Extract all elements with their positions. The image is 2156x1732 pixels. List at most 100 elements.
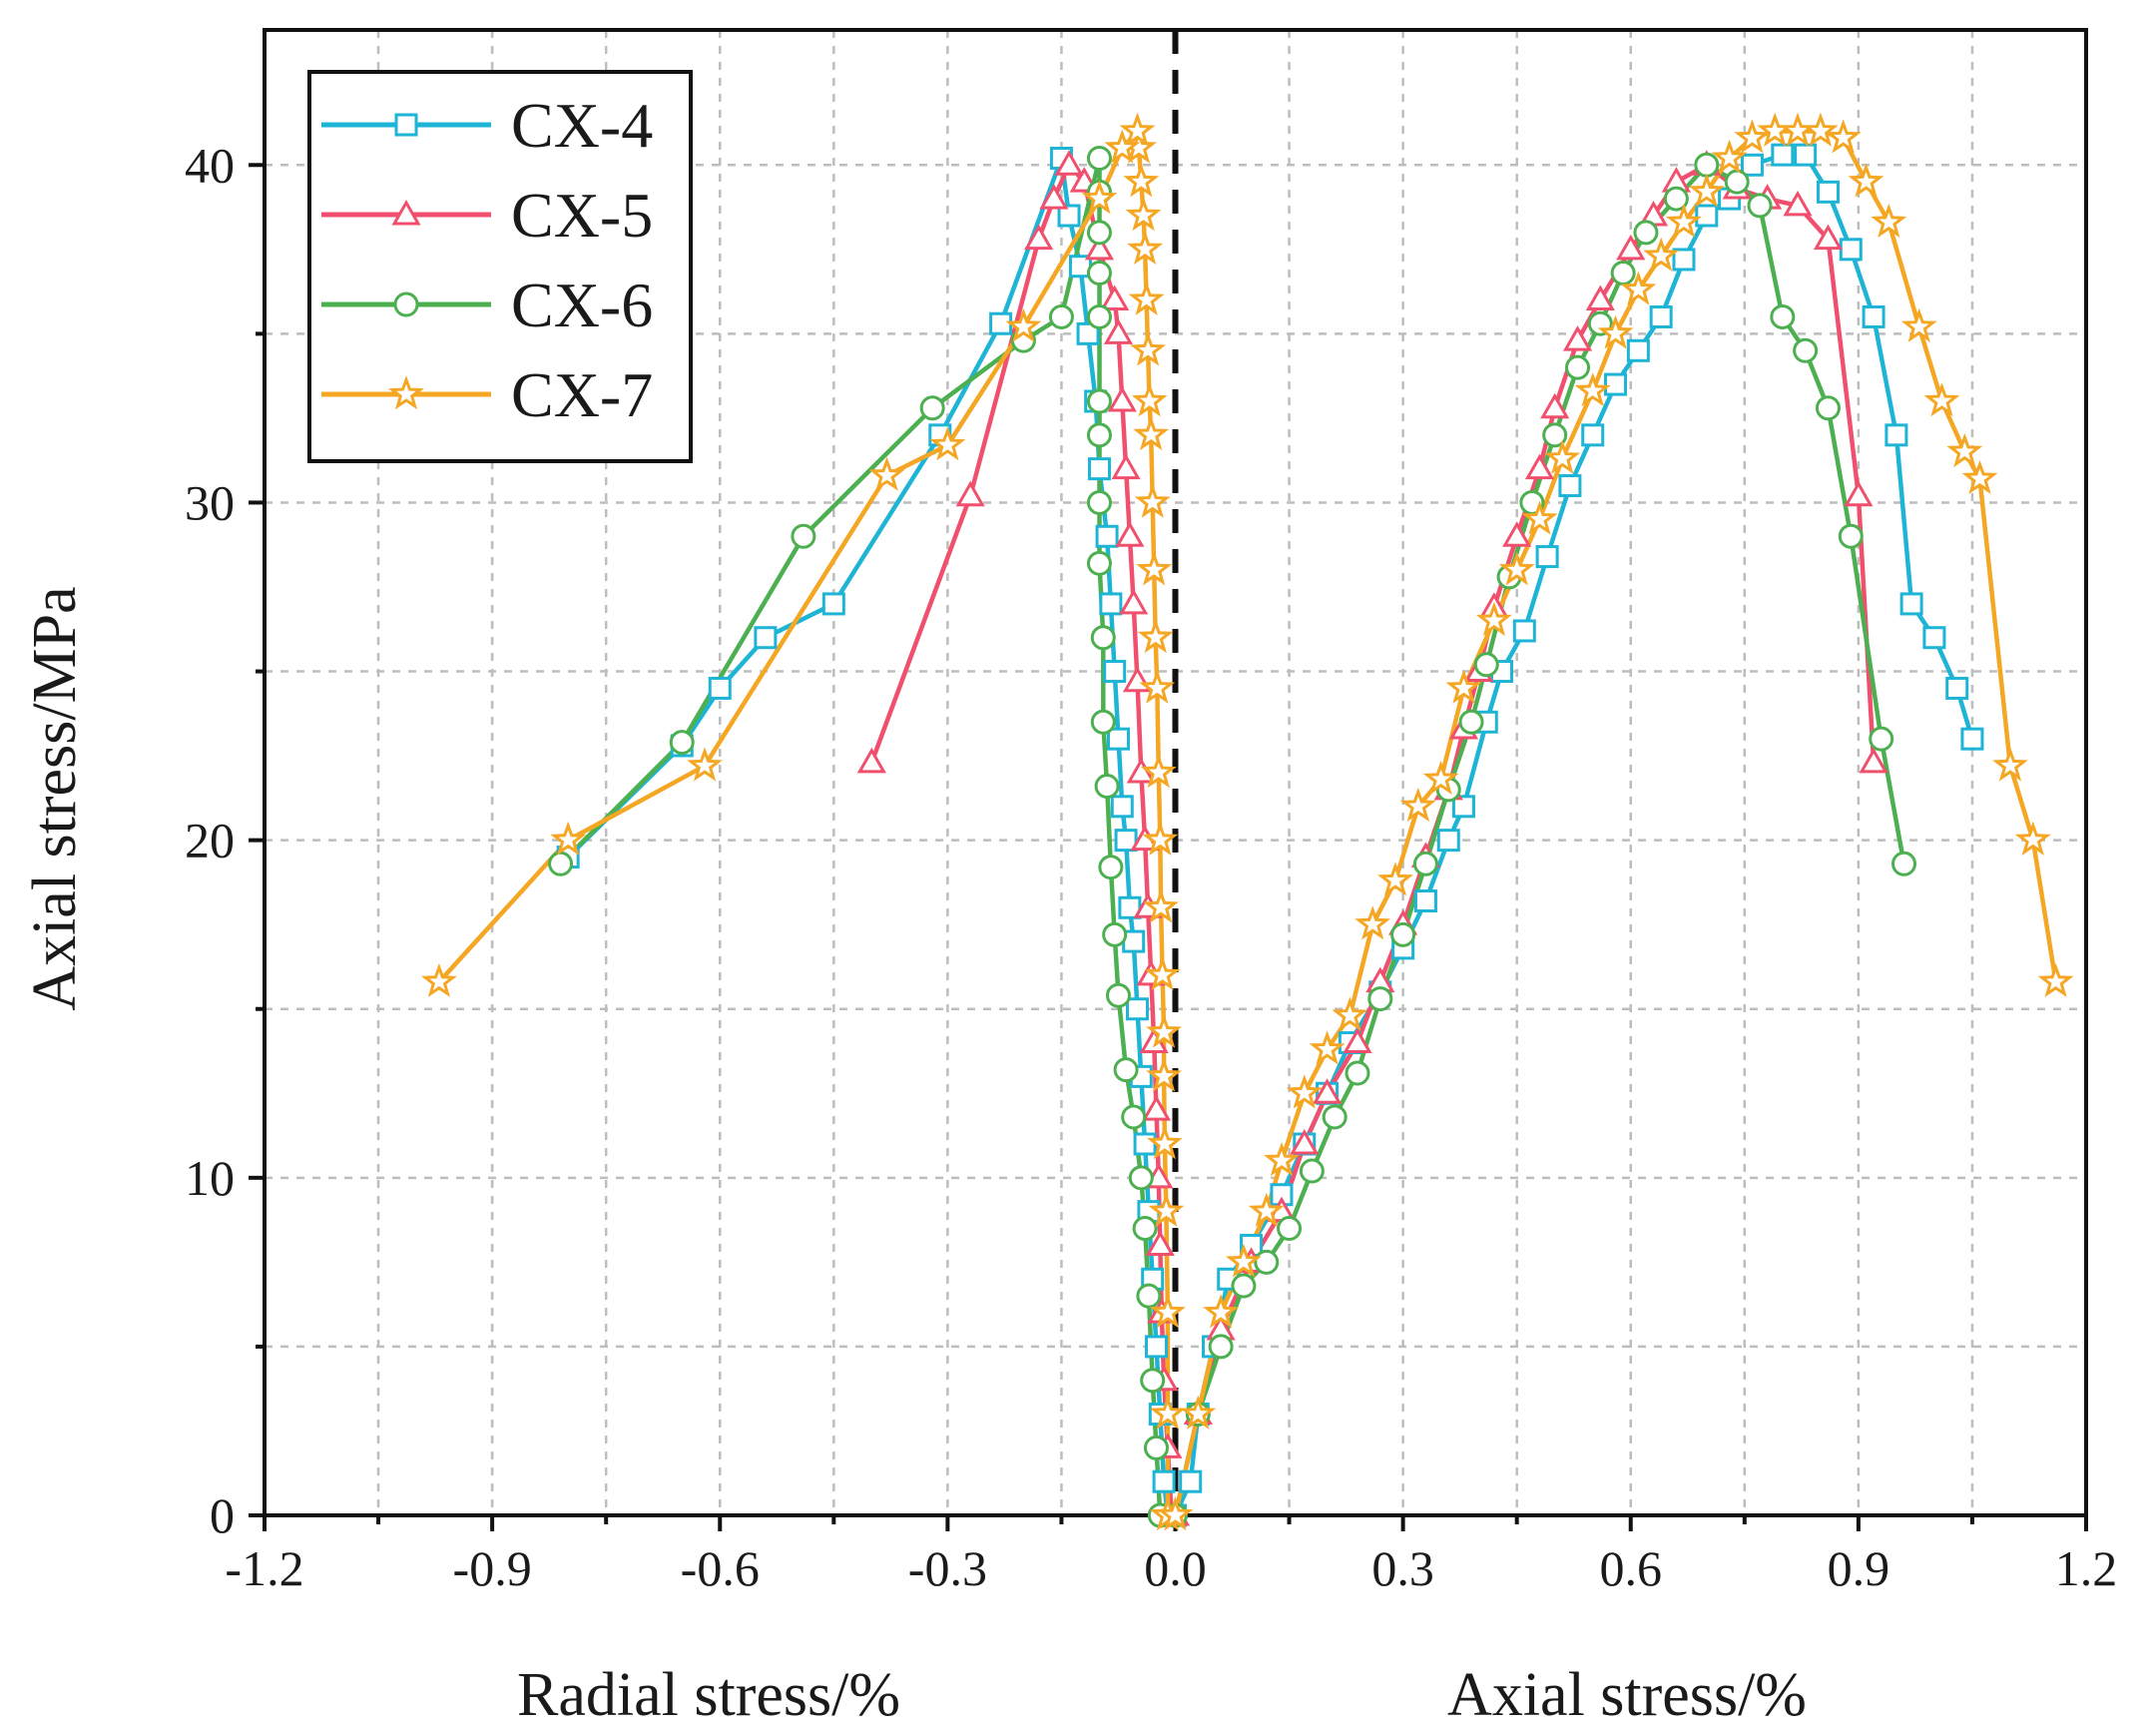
data-point-cx-7 — [1130, 331, 1167, 366]
data-point-cx-5 — [1312, 1078, 1343, 1104]
data-point-cx-7 — [1923, 382, 1960, 417]
data-point-cx-7 — [1757, 112, 1794, 147]
x-tick-label: 0.0 — [1144, 1540, 1207, 1596]
data-point-cx-5 — [1115, 521, 1145, 547]
x-tick-label: 0.6 — [1600, 1540, 1663, 1596]
data-point-cx-7 — [1802, 112, 1839, 147]
data-point-cx-4 — [1125, 997, 1149, 1021]
data-point-cx-7 — [1142, 821, 1179, 856]
data-point-cx-6 — [1086, 303, 1112, 329]
data-point-cx-6 — [1086, 146, 1112, 172]
data-point-cx-5 — [856, 747, 886, 774]
data-point-cx-6 — [1140, 1368, 1166, 1394]
data-point-cx-4 — [1114, 829, 1138, 853]
data-point-cx-5 — [1039, 184, 1069, 210]
data-point-cx-7 — [1871, 203, 1907, 239]
data-point-cx-7 — [1146, 1057, 1183, 1092]
data-point-cx-7 — [1148, 1192, 1185, 1227]
data-point-cx-7 — [1139, 669, 1176, 704]
data-point-cx-6 — [1086, 422, 1112, 448]
data-point-cx-6 — [1663, 186, 1689, 212]
data-point-cx-5 — [1585, 285, 1615, 311]
data-point-cx-7 — [1825, 119, 1862, 154]
data-point-cx-6 — [1891, 851, 1916, 876]
data-point-cx-7 — [1203, 1294, 1240, 1329]
data-point-cx-7 — [1422, 760, 1459, 796]
data-point-cx-4 — [1087, 457, 1111, 481]
data-point-cx-6 — [1132, 1216, 1158, 1242]
data-point-cx-6 — [1102, 921, 1128, 947]
data-point-cx-7 — [1399, 787, 1436, 823]
data-point-cx-4 — [1133, 1132, 1157, 1156]
legend-label-cx-7: CX-7 — [511, 359, 653, 430]
data-point-cx-5 — [1119, 588, 1149, 615]
data-point-cx-5 — [1813, 224, 1844, 251]
data-point-cx-6 — [1793, 337, 1819, 363]
x-axis-title-left: Radial stress/% — [517, 1661, 900, 1729]
data-point-cx-6 — [1086, 260, 1112, 286]
data-point-cx-7 — [1143, 888, 1179, 923]
data-point-cx-4 — [1152, 1469, 1176, 1493]
data-point-cx-6 — [1367, 986, 1393, 1012]
data-point-cx-5 — [1054, 150, 1084, 176]
data-point-cx-7 — [1848, 163, 1885, 198]
data-point-cx-4 — [1626, 338, 1650, 362]
data-point-cx-7 — [1354, 905, 1391, 940]
data-point-cx-5 — [1540, 392, 1570, 419]
data-point-cx-7 — [1377, 862, 1413, 896]
data-point-cx-7 — [1225, 1243, 1262, 1278]
data-point-cx-6 — [1105, 982, 1131, 1008]
data-point-cx-6 — [1565, 354, 1591, 380]
data-point-cx-6 — [1473, 652, 1499, 678]
data-point-cx-5 — [1616, 234, 1646, 261]
data-point-cx-4 — [1110, 795, 1134, 819]
data-point-cx-4 — [1885, 423, 1908, 447]
data-point-cx-7 — [1961, 459, 1998, 495]
data-point-cx-5 — [1524, 453, 1555, 480]
data-point-cx-7 — [1309, 1030, 1346, 1065]
data-point-cx-6 — [1542, 422, 1568, 448]
x-tick-label: 1.2 — [2055, 1540, 2118, 1596]
data-point-cx-7 — [929, 426, 966, 461]
data-point-cx-5 — [1103, 318, 1134, 344]
data-point-cx-7 — [1900, 307, 1937, 342]
data-point-cx-7 — [1498, 551, 1535, 586]
data-point-cx-4 — [1558, 474, 1582, 498]
data-point-cx-4 — [1771, 143, 1795, 167]
data-point-cx-7 — [1005, 307, 1042, 342]
data-point-cx-7 — [1180, 1395, 1217, 1430]
y-axis-title: Axial stress/MPa — [21, 586, 89, 1010]
data-point-cx-7 — [1140, 754, 1177, 789]
data-point-cx-7 — [1144, 956, 1181, 991]
data-point-cx-6 — [1747, 193, 1773, 219]
x-tick-label: 0.9 — [1828, 1540, 1890, 1596]
data-point-cx-6 — [791, 523, 816, 549]
data-point-cx-7 — [1131, 382, 1168, 417]
data-point-cx-7 — [1119, 112, 1156, 147]
data-point-cx-6 — [1086, 220, 1112, 246]
data-point-cx-6 — [1086, 388, 1112, 414]
data-point-cx-7 — [1149, 1395, 1186, 1430]
data-point-cx-7 — [2037, 962, 2074, 997]
legend-item-cx-7: CX-7 — [321, 359, 653, 430]
data-point-cx-7 — [1992, 747, 2028, 782]
data-point-cx-7 — [1125, 197, 1162, 232]
data-point-cx-6 — [1299, 1158, 1325, 1184]
data-point-cx-7 — [1521, 500, 1558, 535]
x-tick-label: -0.6 — [681, 1540, 760, 1596]
data-point-cx-7 — [1127, 230, 1164, 266]
data-point-cx-4 — [754, 626, 778, 650]
data-point-cx-4 — [1451, 795, 1475, 819]
data-point-cx-4 — [1945, 676, 1969, 700]
data-point-cx-4 — [1179, 1469, 1203, 1493]
data-point-cx-7 — [1134, 483, 1171, 518]
data-point-cx-5 — [1502, 521, 1532, 547]
data-point-cx-5 — [955, 480, 985, 507]
legend-marker-cx-6 — [393, 291, 419, 317]
data-point-cx-4 — [1076, 321, 1100, 345]
legend-item-cx-6: CX-6 — [321, 270, 653, 340]
data-point-cx-4 — [1512, 619, 1536, 643]
legend-marker-cx-7 — [388, 375, 424, 410]
data-point-cx-7 — [1475, 601, 1512, 637]
